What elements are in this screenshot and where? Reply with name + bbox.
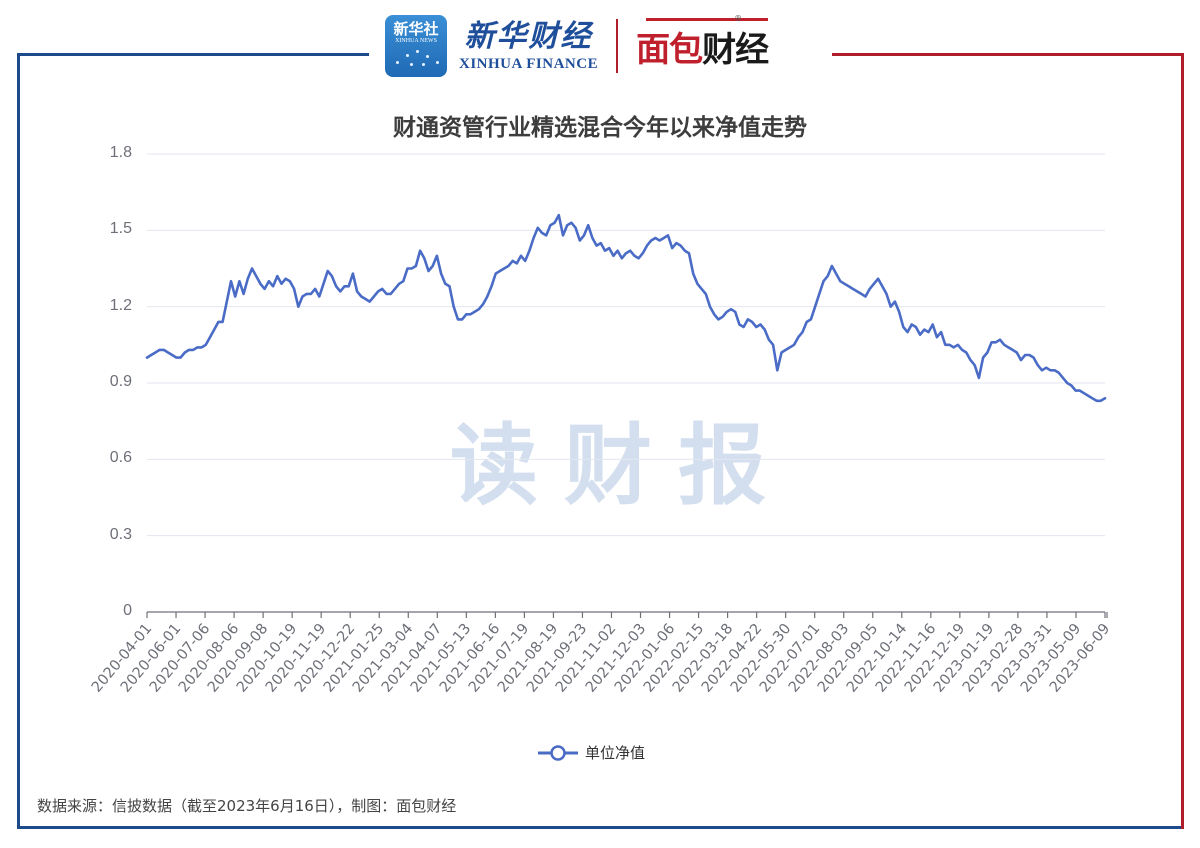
frame-top-left-border <box>17 53 369 56</box>
frame-right-border <box>1181 53 1184 829</box>
xinhua-finance-logo-en: XINHUA FINANCE <box>459 56 599 72</box>
data-source-note: 数据来源：信披数据（截至2023年6月16日），制图：面包财经 <box>37 797 457 815</box>
y-tick-label: 0.6 <box>109 449 132 467</box>
logo-divider <box>616 19 619 73</box>
x-axis <box>146 611 1108 618</box>
frame-bottom-border <box>17 826 1181 829</box>
legend-label: 单位净值 <box>585 744 646 762</box>
watermark: 读财报 <box>450 414 793 517</box>
xinhua-news-logo: 新华社 XINHUA NEWS <box>385 15 447 77</box>
header-logos: 新华社 XINHUA NEWS 新华财经 XINHUA FINANCE 面包 财… <box>385 12 769 80</box>
y-tick-label: 0.9 <box>109 373 132 390</box>
xinhua-finance-logo-cn: 新华财经 <box>464 19 593 54</box>
y-tick-label: 1.5 <box>109 220 132 238</box>
nav-series-line <box>145 213 1107 403</box>
y-tick-label: 1.2 <box>109 296 132 314</box>
y-tick-label: 0.3 <box>109 525 132 543</box>
chart-title: 财通资管行业精选混合今年以来净值走势 <box>393 115 807 141</box>
frame-top-right-border <box>832 53 1184 56</box>
xinhua-news-logo-en: XINHUA NEWS <box>395 38 437 44</box>
xinhua-news-logo-cn: 新华社 <box>393 20 439 38</box>
logo-accent-bar <box>646 17 769 21</box>
xinhua-finance-logo: 新华财经 XINHUA FINANCE <box>459 19 598 73</box>
y-tick-label: 1.8 <box>109 144 132 161</box>
registered-mark: ® <box>734 13 743 23</box>
network-dots-icon <box>392 49 440 67</box>
mianbao-logo-black-text: 财经 <box>702 29 769 70</box>
legend[interactable]: 单位净值 <box>537 742 645 763</box>
y-tick-label: 0 <box>123 602 132 619</box>
legend-line-circle-icon <box>538 744 578 761</box>
frame-left-border <box>17 53 20 829</box>
grid-lines <box>147 153 1105 537</box>
mianbao-finance-logo: 面包 财经 ® <box>636 14 769 71</box>
mianbao-logo-red-text: 面包 <box>636 29 703 70</box>
